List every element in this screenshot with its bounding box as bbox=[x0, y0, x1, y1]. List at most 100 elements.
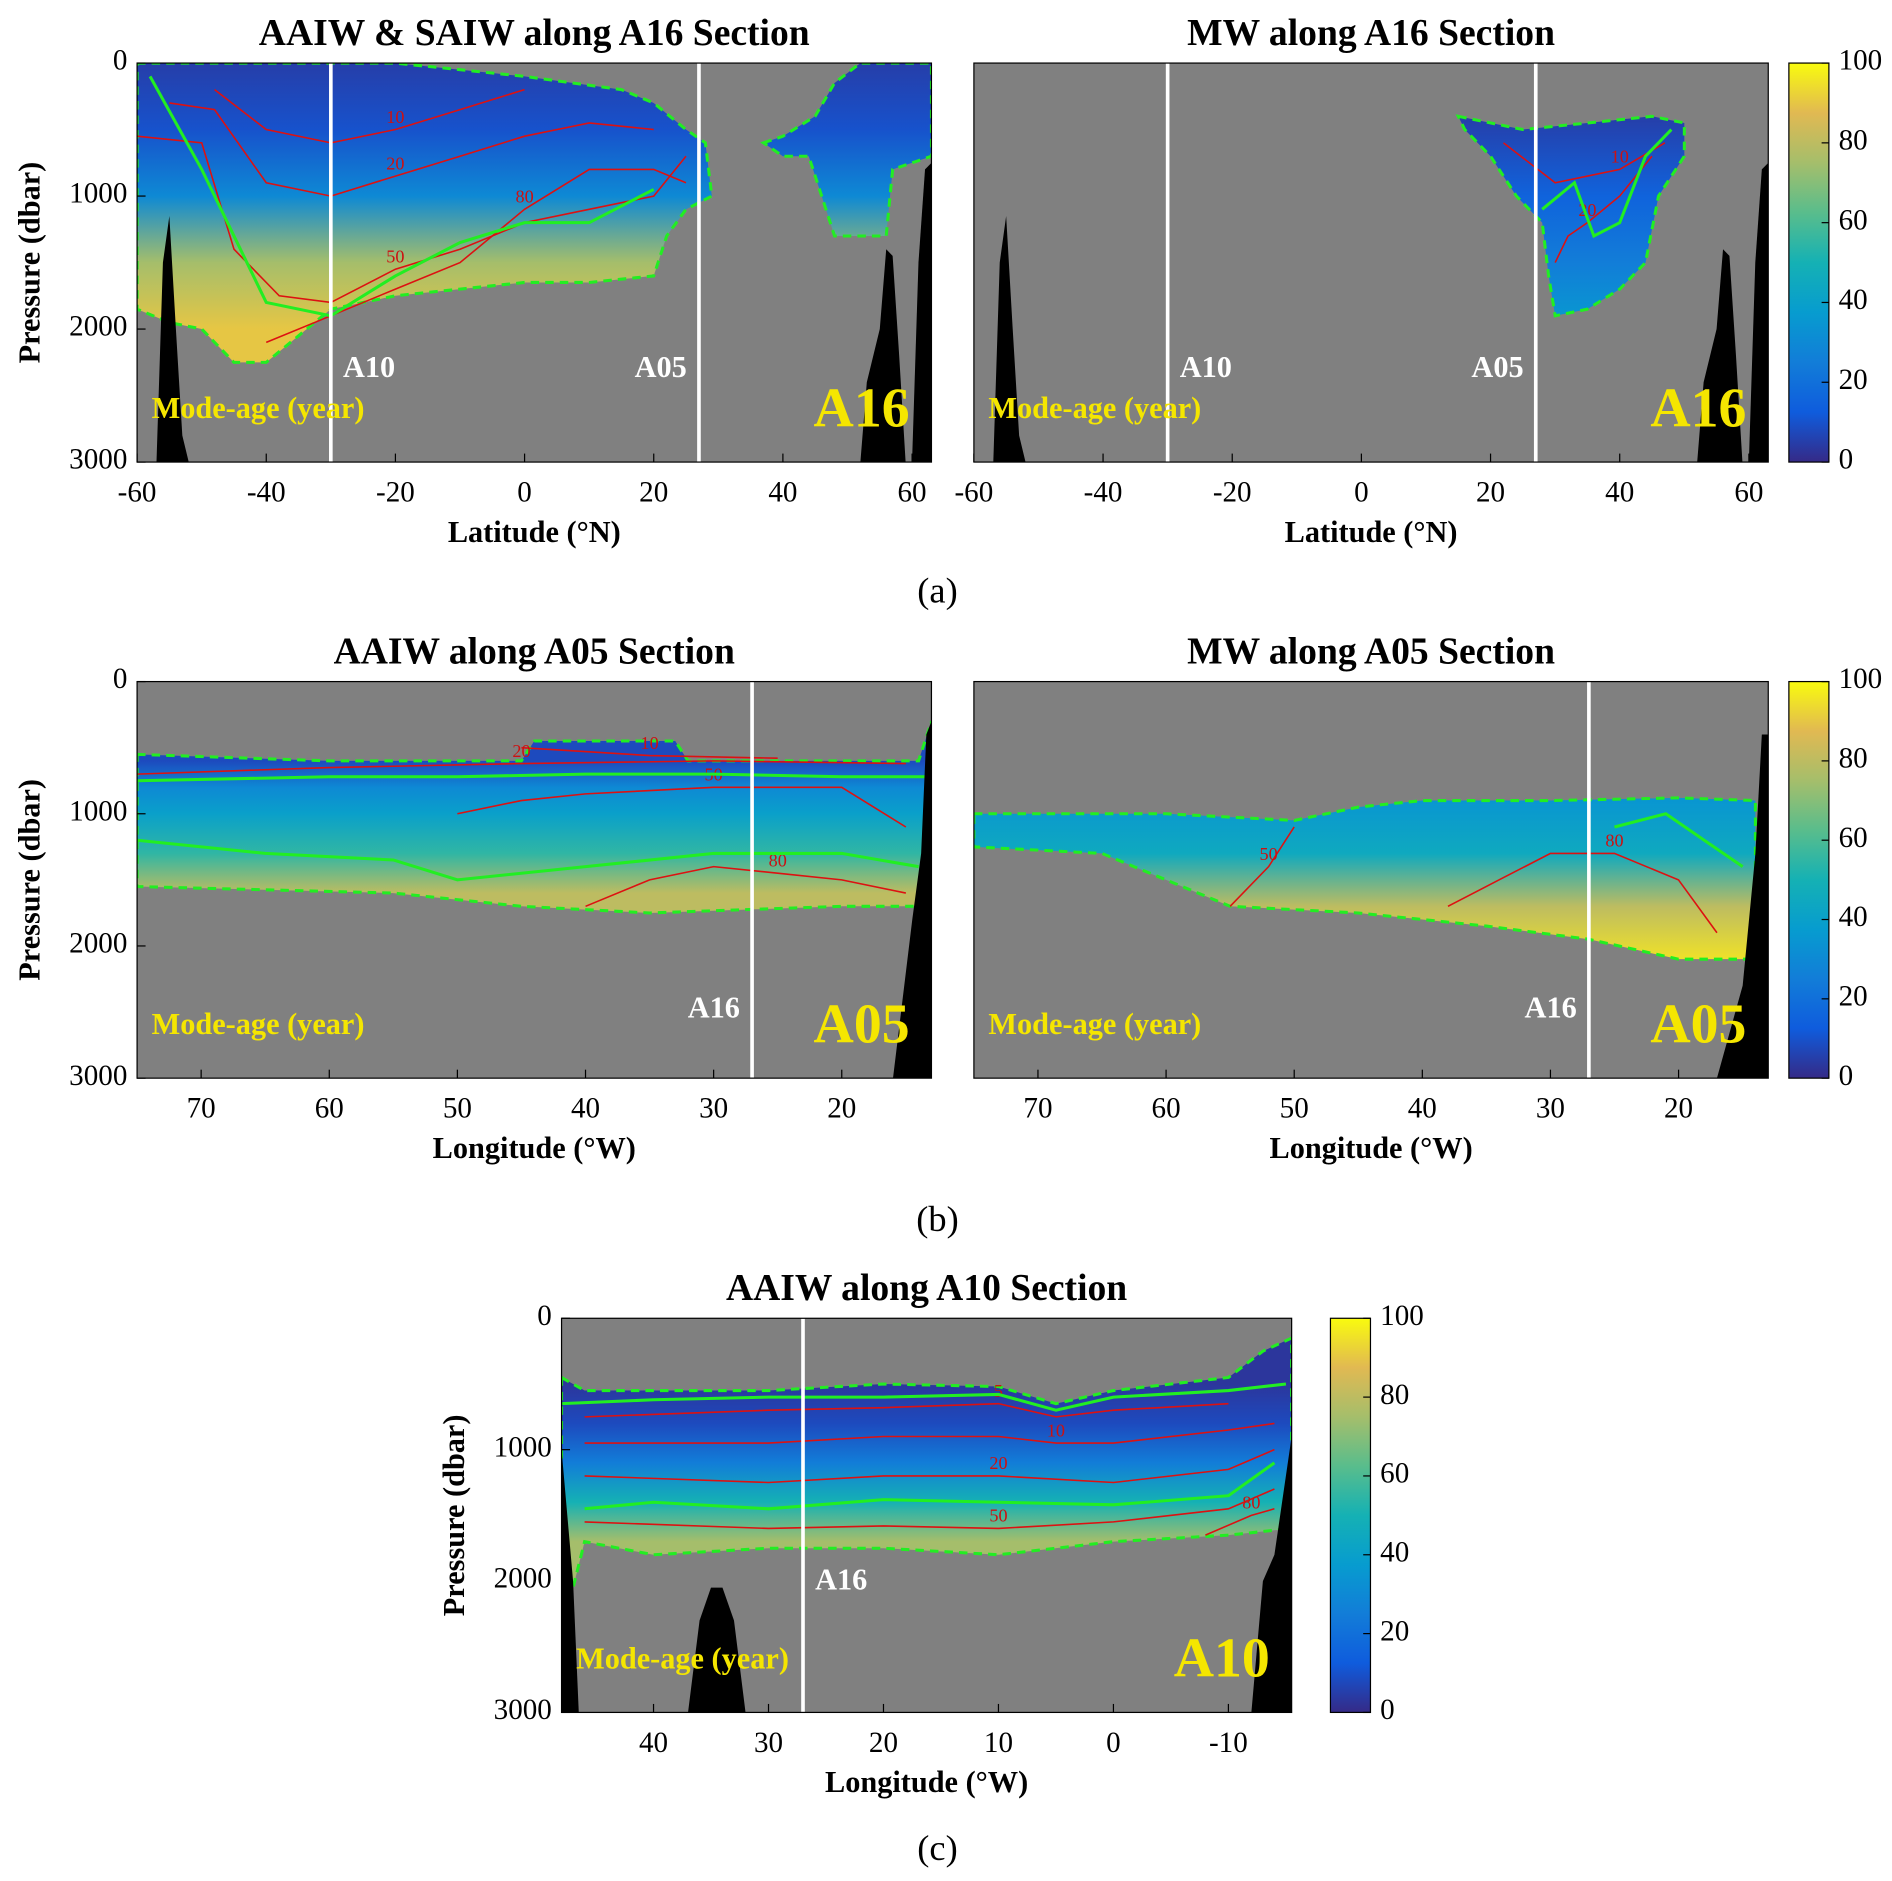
x-tick-label: 70 bbox=[187, 1093, 216, 1125]
contour-label: 5 bbox=[994, 1381, 1003, 1401]
contour-label: 50 bbox=[386, 246, 404, 266]
caption: (c) bbox=[917, 1828, 957, 1868]
x-tick-label: 20 bbox=[1664, 1093, 1693, 1125]
x-tick-label: 40 bbox=[639, 1727, 668, 1759]
topography bbox=[993, 215, 1026, 463]
topography bbox=[893, 721, 932, 1079]
y-tick-label: 3000 bbox=[69, 1060, 127, 1092]
reference-label: A05 bbox=[635, 350, 687, 384]
x-tick-label: 0 bbox=[517, 476, 532, 508]
y-tick-label: 2000 bbox=[494, 1563, 552, 1595]
boundary-line bbox=[137, 838, 919, 882]
contour-label: 10 bbox=[640, 733, 658, 753]
chart-title: MW along A05 Section bbox=[1187, 632, 1555, 673]
x-tick-label: -60 bbox=[118, 476, 157, 508]
section-label: A16 bbox=[814, 377, 910, 439]
water-mass-region bbox=[137, 63, 714, 364]
x-tick-label: 30 bbox=[754, 1727, 783, 1759]
annotation: Mode-age (year) bbox=[988, 391, 1201, 425]
topography bbox=[1716, 734, 1769, 1079]
x-tick-label: 60 bbox=[1734, 476, 1763, 508]
colorbar-tick-label: 40 bbox=[1839, 284, 1868, 316]
y-tick-label: 3000 bbox=[494, 1694, 552, 1726]
reference-label: A16 bbox=[688, 991, 740, 1025]
reference-label: A16 bbox=[815, 1562, 867, 1596]
colorbar-tick-label: 100 bbox=[1839, 45, 1883, 77]
colorbar-tick-label: 80 bbox=[1380, 1379, 1409, 1411]
annotation: Mode-age (year) bbox=[152, 391, 365, 425]
topography bbox=[1748, 162, 1769, 463]
colorbar-tick-label: 0 bbox=[1839, 444, 1854, 476]
contour-line bbox=[584, 1422, 1275, 1444]
colorbar-tick-label: 80 bbox=[1839, 743, 1868, 775]
section-label: A05 bbox=[814, 993, 910, 1055]
colorbar-tick-label: 0 bbox=[1380, 1694, 1395, 1726]
x-axis-label: Latitude (°N) bbox=[448, 515, 621, 549]
annotation: Mode-age (year) bbox=[576, 1641, 789, 1675]
boundary-line bbox=[584, 1461, 1276, 1511]
x-tick-label: -60 bbox=[954, 476, 993, 508]
colorbar bbox=[1788, 680, 1830, 1079]
reference-label: A10 bbox=[343, 350, 395, 384]
y-axis-label: Pressure (dbar) bbox=[437, 1415, 471, 1617]
contour-label: 50 bbox=[1259, 844, 1277, 864]
colorbar-tick-label: 60 bbox=[1380, 1458, 1409, 1490]
y-tick-label: 1000 bbox=[69, 795, 127, 827]
chart-title: AAIW along A05 Section bbox=[334, 632, 735, 673]
y-tick-label: 0 bbox=[537, 1300, 552, 1332]
colorbar bbox=[1788, 62, 1830, 463]
water-mass-region bbox=[561, 1336, 1292, 1590]
contour-line bbox=[521, 746, 778, 760]
reference-label: A05 bbox=[1471, 350, 1523, 384]
x-tick-label: 10 bbox=[984, 1727, 1013, 1759]
colorbar-tick-label: 60 bbox=[1839, 204, 1868, 236]
colorbar-tick-label: 40 bbox=[1839, 901, 1868, 933]
plot-area: 50 80 bbox=[973, 734, 1769, 1079]
y-tick-label: 0 bbox=[113, 663, 128, 695]
contour-label: 20 bbox=[386, 153, 404, 173]
contour-line bbox=[457, 786, 907, 828]
contour-label: 20 bbox=[512, 741, 530, 761]
caption: (a) bbox=[917, 571, 957, 611]
x-tick-label: 40 bbox=[1605, 476, 1634, 508]
contour-label: 80 bbox=[515, 187, 533, 207]
x-tick-label: 20 bbox=[639, 476, 668, 508]
boundary-line bbox=[561, 1382, 1287, 1412]
annotation: Mode-age (year) bbox=[152, 1007, 365, 1041]
contour-line bbox=[585, 865, 907, 908]
x-tick-label: -40 bbox=[247, 476, 286, 508]
boundary-line bbox=[137, 772, 932, 783]
chart-title: AAIW along A10 Section bbox=[726, 1268, 1127, 1309]
contour-label: 10 bbox=[386, 107, 404, 127]
x-tick-label: -10 bbox=[1209, 1727, 1248, 1759]
topography bbox=[156, 215, 189, 463]
colorbar-tick-label: 60 bbox=[1839, 822, 1868, 854]
boundary-line bbox=[1541, 128, 1673, 239]
y-tick-label: 1000 bbox=[494, 1431, 552, 1463]
topography bbox=[912, 162, 932, 463]
contour-line bbox=[584, 1448, 1275, 1484]
colorbar-tick-label: 20 bbox=[1839, 364, 1868, 396]
x-tick-label: 60 bbox=[898, 476, 927, 508]
x-tick-label: 0 bbox=[1106, 1727, 1121, 1759]
water-mass-region bbox=[1455, 114, 1686, 318]
section-panel: 50 80 A16 Mode-age (year) A05 70 60 50 40 30 20 MW … bbox=[973, 632, 1882, 1165]
contour-line bbox=[137, 760, 906, 775]
contour-line bbox=[169, 102, 654, 197]
x-axis-label: Latitude (°N) bbox=[1285, 515, 1458, 549]
colorbar-tick-label: 80 bbox=[1839, 125, 1868, 157]
chart-title: AAIW & SAIW along A16 Section bbox=[259, 13, 810, 54]
contour-line bbox=[1205, 1508, 1275, 1536]
colorbar-tick-label: 40 bbox=[1380, 1536, 1409, 1568]
annotation: Mode-age (year) bbox=[988, 1007, 1201, 1041]
colorbar-tick-label: 0 bbox=[1839, 1060, 1854, 1092]
colorbar bbox=[1329, 1317, 1372, 1714]
colorbar-tick-label: 20 bbox=[1839, 981, 1868, 1013]
axes-box bbox=[973, 680, 1769, 1079]
section-label: A10 bbox=[1174, 1628, 1270, 1690]
x-axis-label: Longitude (°W) bbox=[1269, 1131, 1472, 1165]
y-tick-label: 1000 bbox=[69, 178, 127, 210]
reference-label: A16 bbox=[1525, 991, 1577, 1025]
